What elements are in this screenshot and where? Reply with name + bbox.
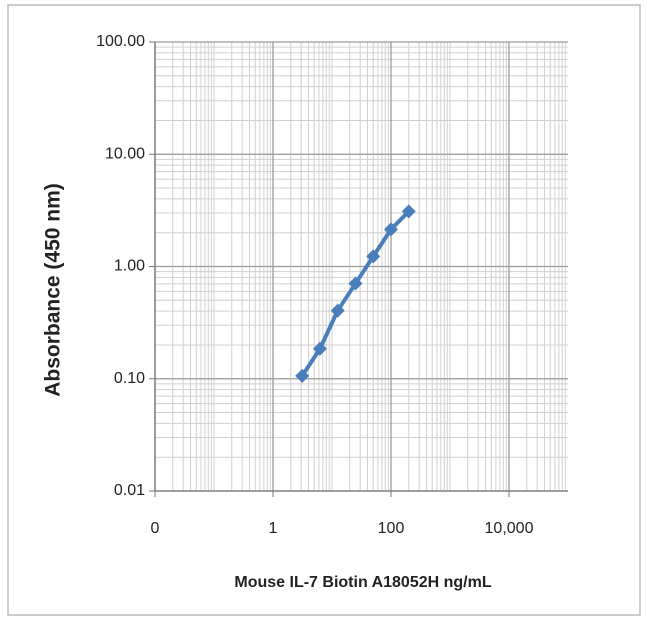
y-tick-label: 0.01 (114, 482, 145, 499)
data-point (348, 276, 363, 291)
y-axis-title: Absorbance (450 nm) (42, 183, 65, 397)
x-tick-label: 10,000 (485, 520, 534, 537)
x-tick-label: 1 (269, 520, 278, 537)
data-point (401, 204, 416, 219)
x-tick-label: 100 (378, 520, 405, 537)
y-tick-label: 10.00 (105, 145, 145, 162)
y-tick-label: 0.10 (114, 370, 145, 387)
y-tick-label: 100.00 (96, 33, 145, 50)
data-point (384, 222, 398, 237)
chart-border (7, 4, 641, 616)
data-point (330, 303, 345, 318)
x-tick-label: 0 (151, 520, 160, 537)
x-axis-title: Mouse IL-7 Biotin A18052H ng/mL (234, 574, 491, 591)
data-point (295, 368, 310, 383)
data-point (366, 249, 381, 264)
y-tick-label: 1.00 (114, 258, 145, 275)
data-point (312, 341, 327, 356)
